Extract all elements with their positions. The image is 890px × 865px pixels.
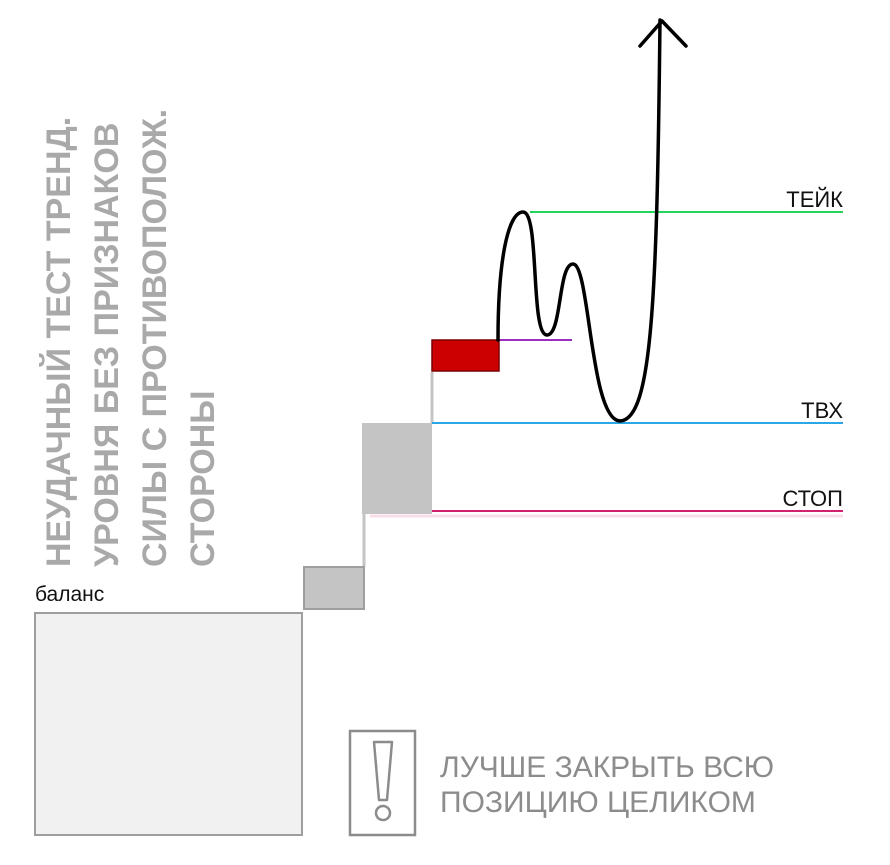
take-label: ТЕЙК bbox=[786, 187, 843, 212]
vertical-note-line-4: СТОРОНЫ bbox=[184, 390, 222, 567]
step-block-small bbox=[303, 566, 365, 610]
advice-line-1: ЛУЧШЕ ЗАКРЫТЬ ВСЮ bbox=[440, 751, 774, 784]
balance-label: баланс bbox=[35, 583, 104, 606]
vertical-note-line-1: НЕУДАЧНЫЙ ТЕСТ ТРЕНД. bbox=[39, 117, 78, 567]
test-block bbox=[431, 339, 500, 372]
step-block-large bbox=[362, 423, 432, 514]
entry-label: ТВХ bbox=[801, 398, 843, 423]
price-path bbox=[496, 18, 662, 423]
exclamation-icon bbox=[348, 729, 417, 837]
arrow-up-icon bbox=[638, 19, 688, 48]
vertical-note: НЕУДАЧНЫЙ ТЕСТ ТРЕНД. УРОВНЯ БЕЗ ПРИЗНАК… bbox=[39, 109, 222, 567]
vertical-note-line-3: СИЛЫ С ПРОТИВОПОЛОЖ. bbox=[136, 109, 174, 567]
vertical-note-line-2: УРОВНЯ БЕЗ ПРИЗНАКОВ bbox=[88, 123, 126, 567]
stop-label: СТОП bbox=[782, 486, 843, 511]
balance-box bbox=[34, 612, 303, 836]
advice-line-2: ПОЗИЦИЮ ЦЕЛИКОМ bbox=[440, 786, 756, 819]
